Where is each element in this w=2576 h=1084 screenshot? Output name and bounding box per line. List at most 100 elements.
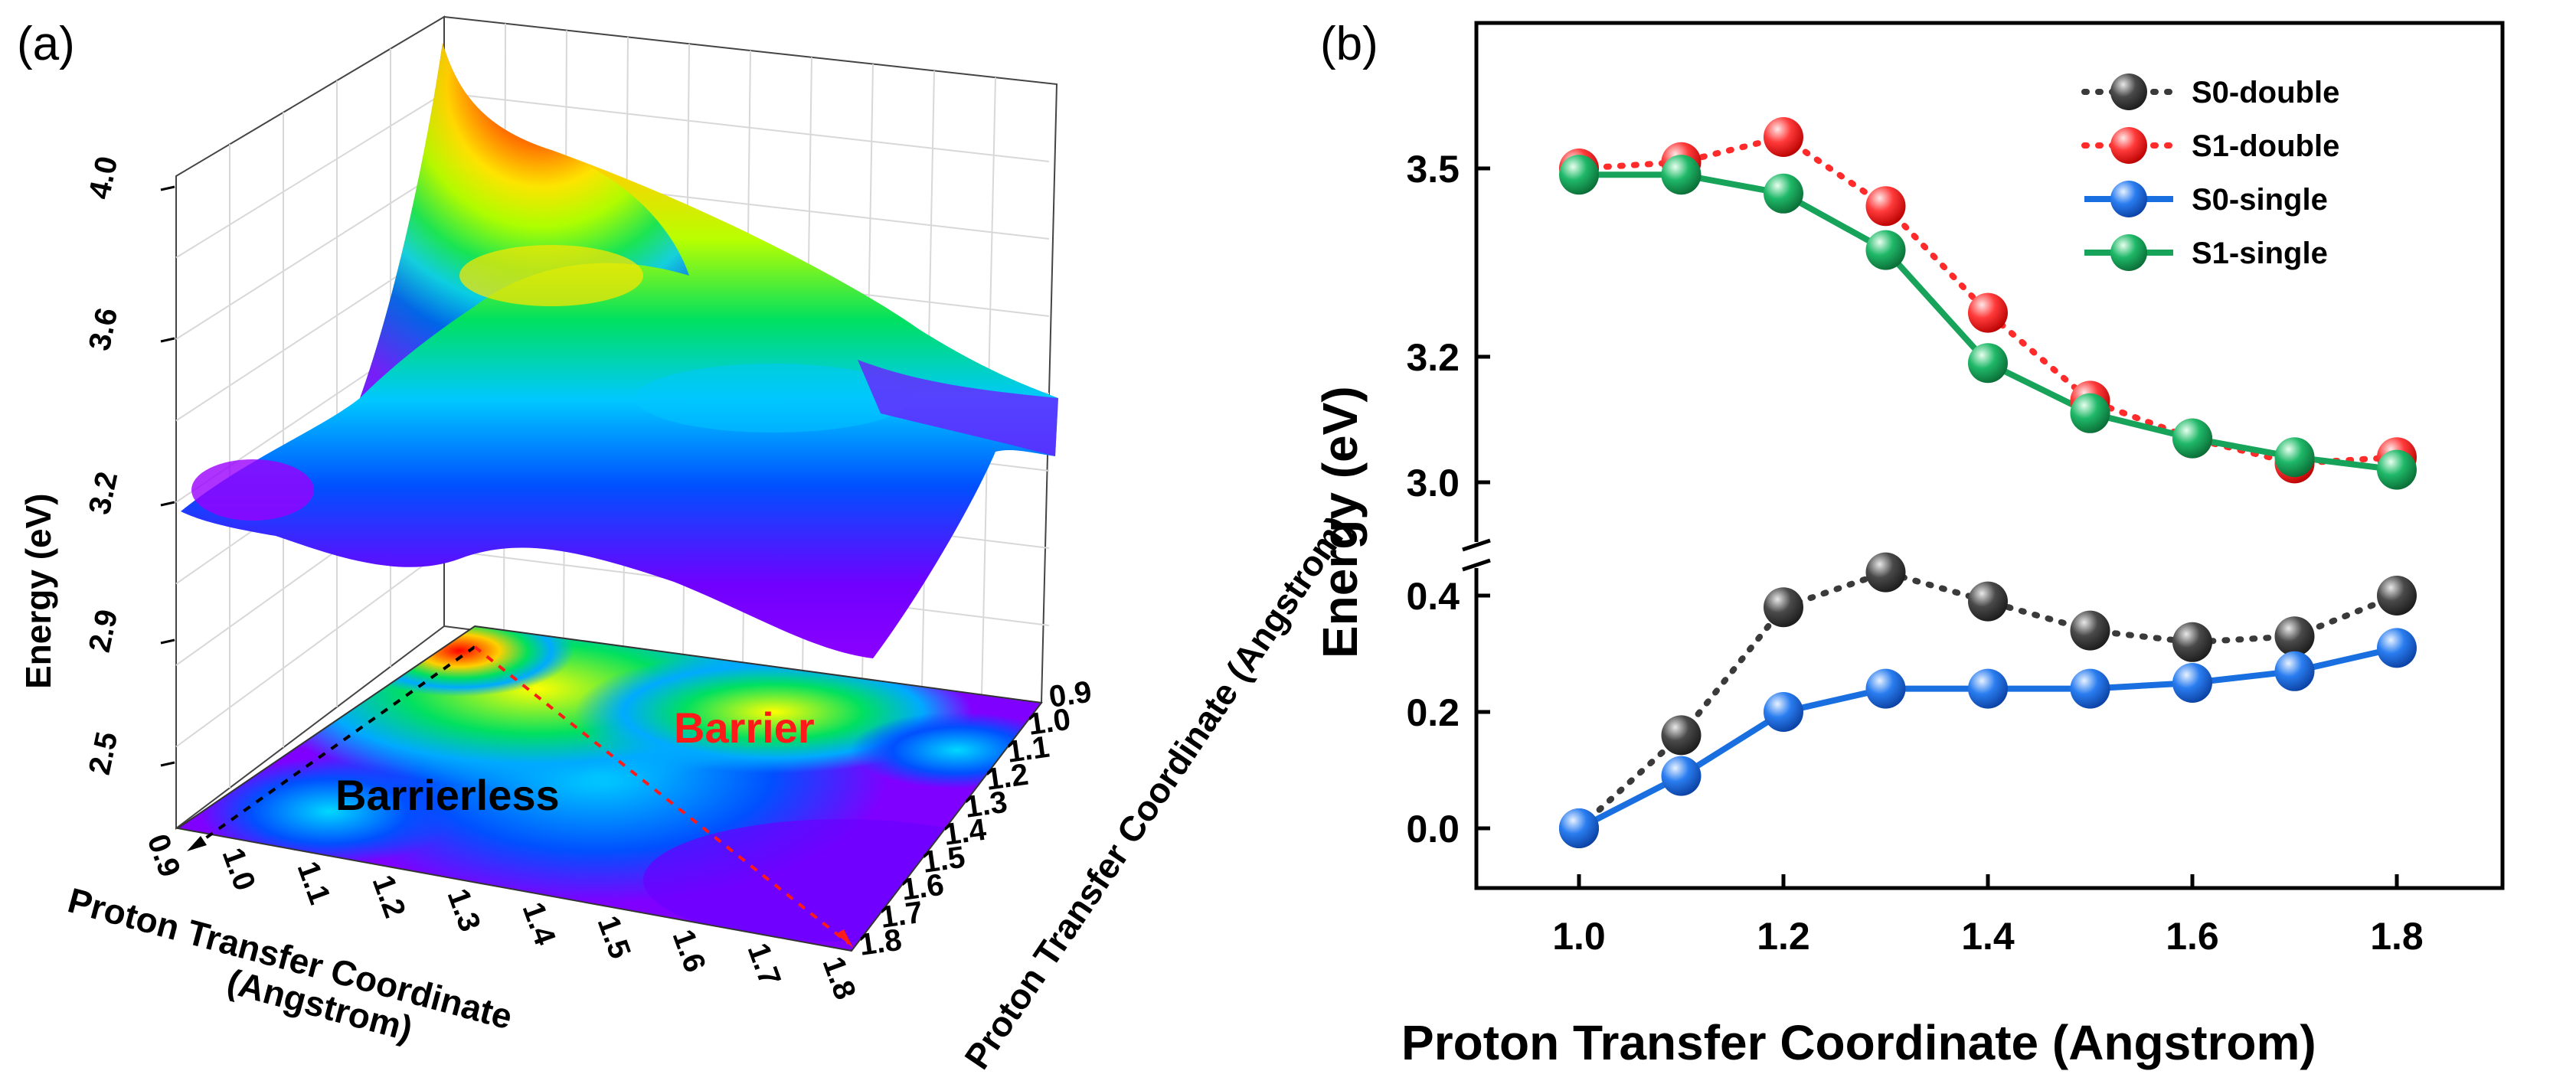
z-ticks: 2.5 2.9 3.2 3.6 4.0: [83, 153, 175, 778]
axis-break-mark: [1462, 538, 1491, 552]
legend-marker: [2110, 73, 2147, 110]
panel-b-letter: (b): [1320, 18, 1378, 70]
y-tick-label: 3.5: [1406, 148, 1460, 191]
x-tick-label: 1.8: [2370, 915, 2424, 958]
data-point-s1-double: [1968, 292, 2008, 333]
z-tick-mark: [160, 337, 175, 343]
z-tick-mark: [160, 185, 175, 191]
data-point-s0-single: [2172, 663, 2212, 703]
y-ticks-3d: 0.91.01.11.21.31.41.51.61.71.8: [857, 675, 1093, 962]
legend-label: S0-single: [2192, 183, 2328, 217]
y-tick-label: 1.2: [983, 758, 1030, 797]
annotation-barrier: Barrier: [674, 704, 815, 752]
legend-label: S1-double: [2192, 129, 2339, 163]
x-tick-label: 1.4: [1961, 915, 2015, 958]
path-arrows: [187, 645, 853, 948]
z-axis-label: Energy (eV): [18, 493, 58, 689]
data-point-s0-single: [2070, 668, 2110, 709]
data-point-s1-single: [1559, 155, 1599, 195]
data-point-s1-single: [2070, 393, 2110, 433]
plot-frame: [1474, 21, 2505, 890]
x-tick-label: 1.2: [366, 870, 412, 922]
legend-marker: [2110, 127, 2147, 164]
x-tick-label: 1.0: [1552, 915, 1606, 958]
annotation-barrierless: Barrierless: [335, 771, 560, 819]
x-tick-label: 1.4: [516, 898, 563, 950]
data-point-s1-single: [1865, 230, 1906, 270]
data-point-s0-single: [1865, 668, 1906, 709]
x-tick-label: 1.1: [291, 857, 337, 909]
y-axis-label: Energy (eV): [1313, 386, 1368, 658]
data-point-s0-double: [1865, 552, 1906, 593]
y-tick-label: 1.3: [963, 785, 1009, 824]
y-tick-label: 1.1: [1005, 730, 1051, 769]
z-tick-label: 3.6: [83, 305, 125, 354]
legend: S0-double S1-double S0-single S1-single: [2081, 73, 2339, 271]
z-tick-mark: [160, 501, 175, 507]
data-point-s1-single: [1764, 173, 1803, 214]
z-tick-label: 4.0: [83, 153, 125, 202]
data-point-s1-single: [1661, 155, 1702, 195]
data-point-s0-double: [2274, 616, 2315, 657]
y-tick-label: 1.0: [1026, 703, 1073, 742]
z-tick-label: 2.9: [83, 606, 125, 655]
data-point-s0-single: [2274, 651, 2315, 691]
y-tick-label: 1.7: [878, 896, 925, 935]
panel-a: (a): [17, 15, 1357, 1076]
x-tick-label: 1.6: [2166, 915, 2219, 958]
data-point-s1-single: [2274, 437, 2315, 478]
data-point-s0-double: [1968, 581, 2008, 622]
data-point-s1-double: [1764, 117, 1803, 157]
data-point-s0-single: [1661, 756, 1702, 796]
y-tick-label: 0.2: [1406, 691, 1460, 734]
axis-break-mark: [1462, 558, 1491, 572]
x-tick-label: 1.0: [216, 844, 262, 895]
x-tick-label: 1.5: [591, 912, 637, 963]
z-tick-label: 2.5: [83, 729, 125, 778]
data-point-s0-single: [1968, 668, 2008, 709]
panel-a-letter: (a): [17, 18, 75, 70]
y-tick-label: 3.2: [1406, 336, 1460, 379]
y-tick-label: 1.4: [941, 812, 989, 851]
x-tick-label: 1.7: [741, 939, 787, 990]
data-point-s0-double: [1764, 587, 1803, 628]
y-tick-label: 0.9: [1047, 675, 1093, 714]
series-line-s0-double: [1576, 569, 2400, 831]
x-tick-label: 1.2: [1757, 915, 1810, 958]
floor-contour: [178, 626, 1041, 951]
x-tick-label: 1.6: [666, 925, 712, 976]
data-point-s0-single: [2377, 628, 2417, 668]
y-tick-label: 3.0: [1406, 462, 1460, 504]
y-tick-label: 1.6: [899, 868, 946, 907]
energy-surface: [181, 43, 1058, 658]
data-point-s1-single: [2172, 418, 2212, 459]
data-point-s1-single: [1968, 343, 2008, 384]
data-point-s0-single: [1559, 808, 1599, 848]
data-point-s1-double: [1865, 186, 1906, 227]
legend-marker: [2110, 181, 2147, 217]
y-tick-label: 0.0: [1406, 808, 1460, 851]
data-point-s0-double: [1661, 715, 1702, 756]
series-line-s1-double: [1576, 133, 2400, 467]
x-tick-label: 0.9: [141, 830, 187, 881]
data-point-s0-double: [2377, 576, 2417, 615]
x-tick-label: 1.3: [441, 884, 487, 935]
z-tick-mark: [160, 761, 175, 767]
x-axis-label: Proton Transfer Coordinate (Angstrom): [1401, 1015, 2316, 1070]
z-tick-mark: [160, 638, 175, 645]
data-point-s1-single: [2377, 449, 2417, 490]
data-point-s0-single: [1764, 692, 1803, 732]
y-tick-label: 0.4: [1406, 575, 1460, 618]
legend-label: S0-double: [2192, 76, 2339, 109]
legend-label: S1-single: [2192, 237, 2328, 270]
y-tick-label: 1.8: [857, 923, 904, 962]
z-tick-label: 3.2: [83, 469, 125, 518]
legend-marker: [2110, 234, 2147, 271]
line-chart: 1.0 1.2 1.4 1.6 1.8 3.0 3.2 3.5 0.0 0.2 0.4 S0-doub…: [1406, 21, 2505, 958]
panel-b: (b) 1.0 1.2 1.4 1.6 1.8 3.0 3.2 3.5 0.0 0.2 0.4 S0-…: [1313, 18, 2505, 1070]
data-point-s0-double: [2070, 610, 2110, 651]
data-point-s0-double: [2172, 622, 2212, 662]
y-tick-label: 1.5: [920, 841, 967, 880]
x-tick-label: 1.8: [816, 952, 862, 1004]
